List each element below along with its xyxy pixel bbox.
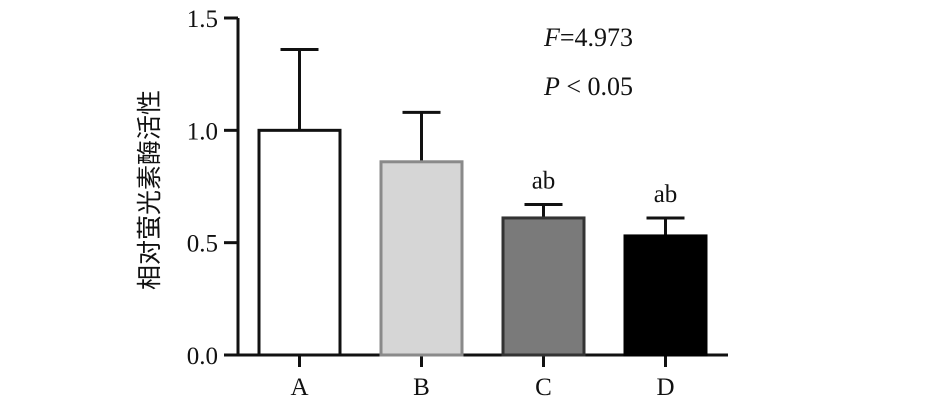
significance-label-D: ab (654, 181, 678, 208)
x-axis: A B C D (236, 353, 728, 401)
y-tick-label: 1.5 (187, 6, 218, 33)
x-tick-label-B: B (413, 374, 430, 401)
significance-label-C: ab (532, 167, 556, 194)
bar-B (379, 160, 464, 357)
y-tick-label: 0.0 (187, 343, 218, 370)
y-tick-label: 0.5 (187, 231, 218, 258)
f-label: F (543, 23, 561, 52)
bar-D (623, 234, 708, 357)
x-tick-label-D: D (656, 374, 674, 401)
bar-A (257, 128, 342, 357)
bars: ab ab (257, 47, 708, 357)
p-statistic: P < 0.05 (543, 72, 633, 101)
p-value: < 0.05 (560, 72, 633, 101)
f-value: =4.973 (560, 23, 633, 52)
y-axis-label: 相对萤光素酶活性 (135, 90, 164, 290)
y-tick-label: 1.0 (187, 118, 218, 145)
p-label: P (543, 72, 560, 101)
bar-C (501, 216, 586, 357)
x-tick-label-A: A (290, 374, 308, 401)
x-tick-label-C: C (535, 374, 552, 401)
y-axis: 0.0 0.5 1.0 1.5 (187, 6, 240, 370)
f-statistic: F=4.973 (543, 23, 633, 52)
